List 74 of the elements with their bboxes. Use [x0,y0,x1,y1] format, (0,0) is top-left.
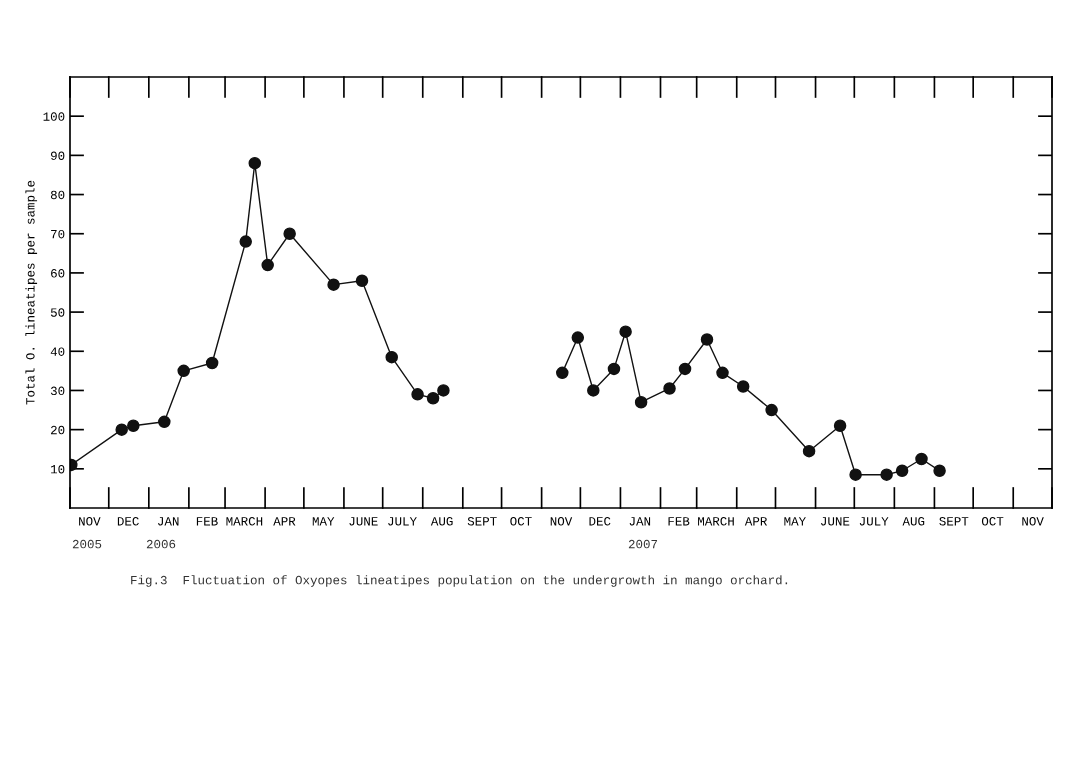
point [833,419,847,432]
y-tick-label: 40 [50,347,65,356]
x-tick-label: JUNE [349,517,378,526]
point [880,468,893,481]
point [327,278,340,291]
point [700,333,714,346]
x-tick-label: OCT [981,517,1004,526]
point [239,235,252,248]
point [802,444,816,458]
point [895,464,909,478]
x-tick-label: JULY [859,517,889,526]
x-tick-label: JAN [158,517,179,526]
x-tick-label: OCT [510,517,532,526]
x-tick-label: MAY [312,517,335,526]
text: 2006 [146,539,176,549]
y-tick-label: 90 [51,151,65,161]
point [115,423,128,436]
x-tick-label: AUG [430,517,453,526]
x-tick-label: DEC [117,517,139,526]
point [205,356,219,370]
x-tick-label: JAN [629,517,651,526]
x-tick-label: NOV [1022,517,1044,526]
point [426,392,440,405]
y-tick-label: 60 [51,269,65,278]
point [933,464,946,478]
x-tick-label: SEPT [467,517,497,526]
point [607,362,621,376]
x-tick-label: FEB [196,517,218,526]
x-tick-label: MARCH [698,517,734,526]
text: 2005 [72,539,102,549]
point [634,395,648,409]
point [765,403,778,417]
point [619,325,632,338]
x-tick-label: JUNE [821,517,850,526]
point [849,468,862,481]
point [411,388,424,401]
y-tick-label: 20 [51,425,65,435]
point [355,274,369,287]
x-tick-label: APR [744,517,768,526]
y-tick-label: 10 [51,464,65,474]
point [177,364,190,378]
x-tick-label: MAY [784,517,806,526]
caption: Fig.3 Fluctuation of Oxyopes lineatipes population on the undergrowth in mango orchard. [131,575,788,587]
point [663,382,676,395]
x-tick-label: FEB [668,517,690,526]
point [716,366,729,380]
point [127,419,140,432]
y-tick-label: 100 [43,112,65,121]
y-tick-label: 50 [50,308,65,317]
point [678,362,692,376]
point [571,331,585,344]
point [915,452,928,466]
text: 2007 [628,539,658,549]
y-tick-label: 70 [51,229,65,239]
y-tick-label: 80 [50,190,65,200]
point [261,258,274,272]
x-tick-label: MARCH [226,517,263,526]
y-tick-label: 30 [50,386,65,396]
point [283,227,296,240]
x-tick-label: NOV [550,517,573,526]
point [587,384,600,397]
x-tick-label: NOV [79,517,101,526]
x-tick-label: DEC [589,517,611,526]
point [736,380,750,393]
x-tick-label: AUG [902,517,925,526]
point [158,415,171,429]
point [556,366,569,380]
point [385,350,398,364]
x-tick-label: JULY [388,517,417,526]
y-axis-title: Total O. lineatipes per sample [25,180,38,405]
x-tick-label: SEPT [939,517,969,526]
x-tick-label: APR [273,517,296,526]
point [248,156,262,170]
point [437,384,450,397]
